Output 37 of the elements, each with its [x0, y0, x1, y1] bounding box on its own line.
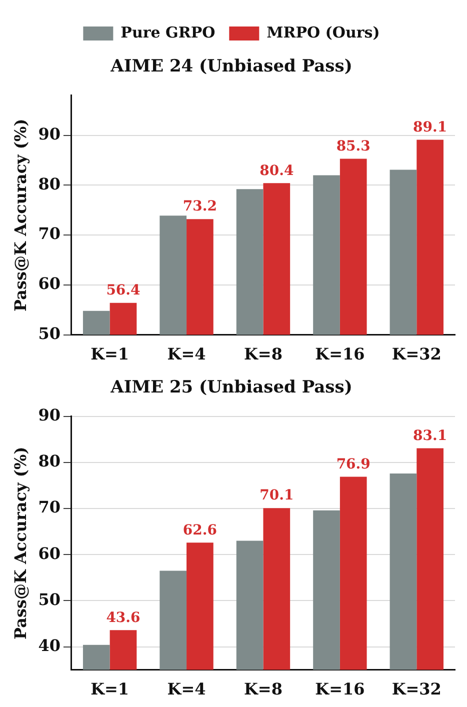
y-tick-label: 80 [38, 452, 60, 471]
x-tick-label: K=16 [315, 344, 365, 364]
data-label: 83.1 [413, 428, 448, 444]
data-label: 43.6 [106, 610, 140, 626]
y-tick-label: 50 [38, 590, 60, 609]
data-label: 85.3 [336, 138, 370, 154]
chart-title: AIME 25 (Unbiased Pass) [110, 378, 352, 398]
data-label: 89.1 [413, 119, 448, 136]
data-label: 76.9 [336, 456, 370, 472]
data-label: 80.4 [260, 162, 294, 179]
data-label: 62.6 [182, 522, 218, 538]
x-tick-label: K=8 [244, 344, 282, 364]
x-tick-label: K=8 [244, 680, 282, 699]
y-tick-label: 60 [38, 544, 60, 563]
data-label: 73.2 [182, 198, 218, 215]
y-tick-label: 90 [38, 406, 60, 425]
chart-title: AIME 24 (Unbiased Pass) [110, 56, 352, 77]
x-tick-label: K=1 [90, 344, 130, 364]
x-tick-label: K=32 [392, 344, 442, 364]
y-tick-label: 70 [38, 498, 60, 517]
data-label: 70.1 [260, 488, 294, 504]
legend-label: MRPO (Ours) [266, 23, 380, 42]
x-tick-label: K=32 [392, 680, 442, 699]
x-tick-label: K=4 [167, 344, 206, 364]
x-tick-label: K=4 [167, 680, 206, 699]
y-axis-title: Pass@K Accuracy (%) [10, 446, 30, 640]
y-tick-label: 80 [38, 174, 60, 194]
y-axis-title: Pass@K Accuracy (%) [10, 118, 30, 312]
x-tick-label: K=1 [90, 680, 130, 699]
y-tick-label: 90 [38, 124, 60, 144]
y-tick-label: 40 [38, 636, 60, 655]
data-label: 56.4 [106, 282, 141, 299]
x-tick-label: K=16 [315, 680, 365, 699]
y-tick-label: 50 [38, 324, 60, 343]
y-tick-label: 60 [38, 274, 60, 294]
legend-label: Pure GRPO [120, 23, 216, 42]
y-tick-label: 70 [38, 224, 60, 244]
